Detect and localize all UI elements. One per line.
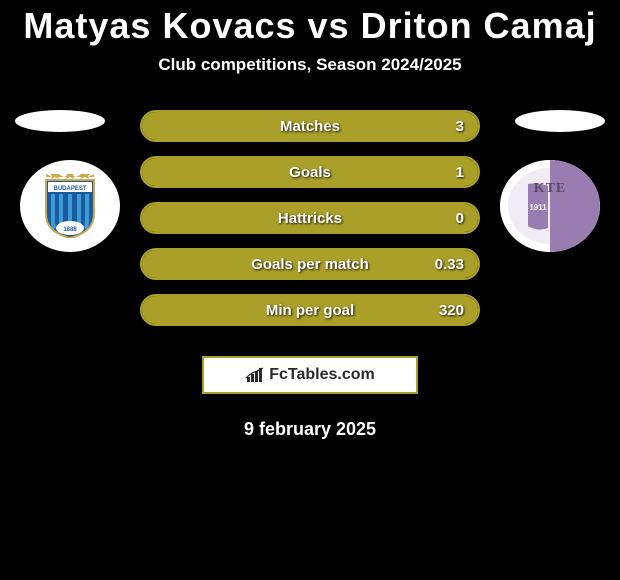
source-logo-text: FcTables.com [269,366,375,384]
svg-text:KTE: KTE [534,181,567,196]
stat-label: Matches [280,118,340,135]
stat-value: 0 [456,210,464,227]
player-left-marker [15,110,105,132]
stat-value: 1 [456,164,464,181]
stat-value: 320 [439,302,464,319]
stat-row-goals-per-match: Goals per match 0.33 [140,248,480,280]
comparison-card: Matyas Kovacs vs Driton Camaj Club compe… [0,0,620,440]
stat-value: 0.33 [435,256,464,273]
page-title: Matyas Kovacs vs Driton Camaj [0,5,620,47]
stats-area: BUDAPEST 1888 KTE [0,110,620,440]
badge-circle-right: KTE 1911 [500,160,600,252]
date-text: 9 february 2025 [0,419,620,440]
stat-label: Min per goal [266,302,354,319]
stat-value: 3 [456,118,464,135]
mtk-shield-icon: BUDAPEST 1888 [44,174,96,238]
club-badge-right: KTE 1911 [500,160,600,252]
chart-icon [245,367,265,383]
stat-row-matches: Matches 3 [140,110,480,142]
badge-circle-left: BUDAPEST 1888 [20,160,120,252]
stat-row-hattricks: Hattricks 0 [140,202,480,234]
stat-label: Goals [289,164,331,181]
player-right-marker [515,110,605,132]
stat-label: Hattricks [278,210,342,227]
stat-rows: Matches 3 Goals 1 Hattricks 0 Goals per … [140,110,480,326]
stat-label: Goals per match [251,256,369,273]
club-badge-left: BUDAPEST 1888 [20,160,120,252]
kte-shield-icon: KTE 1911 [500,160,600,252]
source-logo-box: FcTables.com [202,356,418,394]
svg-text:BUDAPEST: BUDAPEST [53,186,86,192]
stat-row-min-per-goal: Min per goal 320 [140,294,480,326]
stat-row-goals: Goals 1 [140,156,480,188]
svg-text:1888: 1888 [63,227,77,233]
subtitle: Club competitions, Season 2024/2025 [0,55,620,75]
svg-text:1911: 1911 [529,203,547,212]
